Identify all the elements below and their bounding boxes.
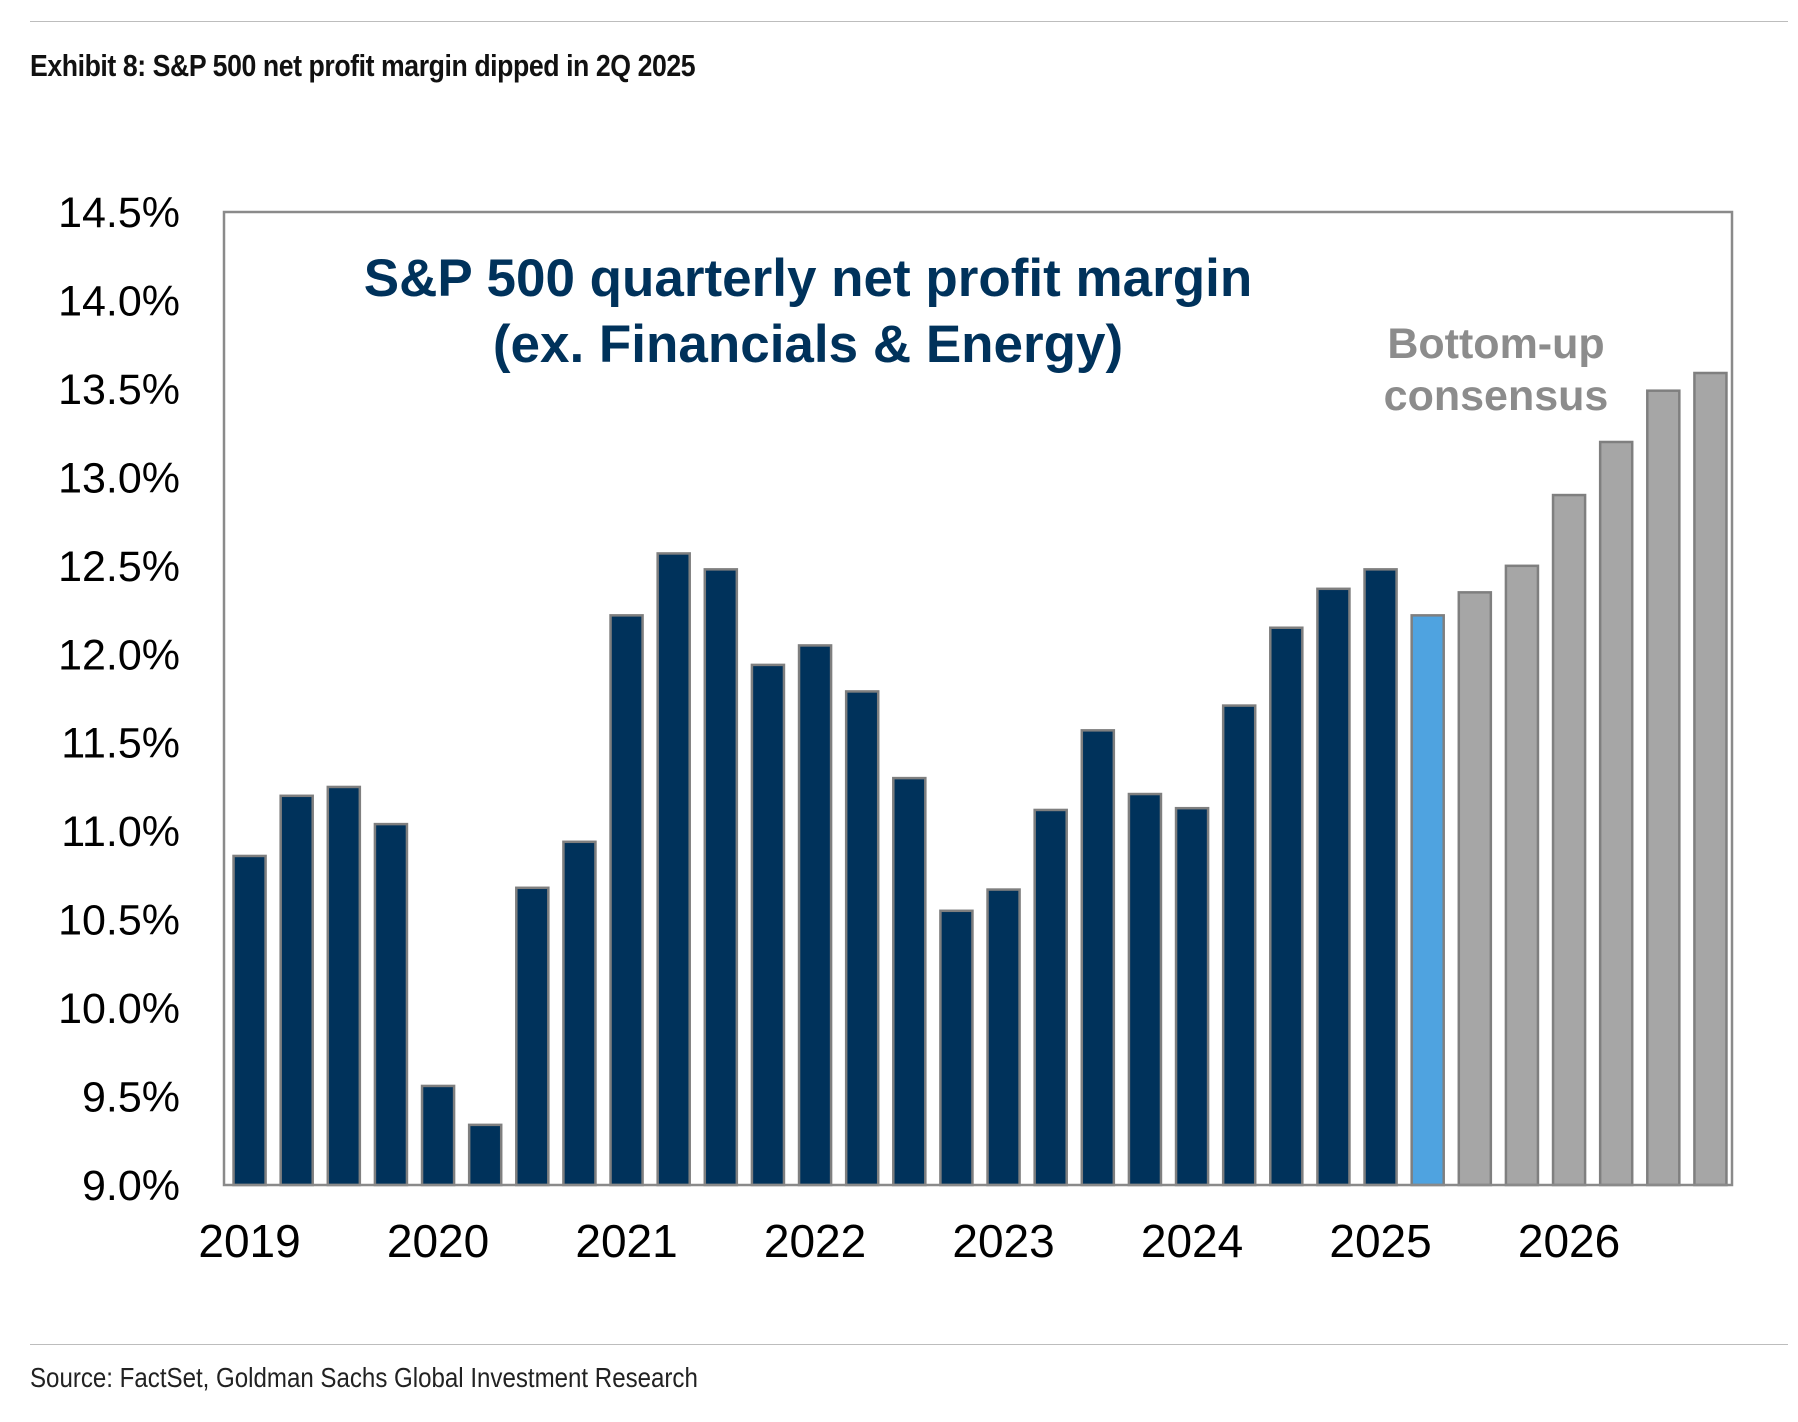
bar-4Q24 [1316,587,1351,1187]
x-axis: 2019 2020 2021 2022 2023 2024 2025 2026 [198,1215,1620,1267]
bar-3Q20 [515,886,550,1187]
top-rule [30,21,1788,22]
x-tick-label: 2026 [1518,1215,1620,1267]
bar-1Q21 [609,614,644,1187]
bar-2Q19 [279,794,314,1187]
exhibit-title: Exhibit 8: S&P 500 net profit margin dip… [30,48,696,83]
x-tick-label: 2022 [764,1215,866,1267]
bar-4Q20 [562,840,597,1187]
bar-3Q19 [326,785,362,1187]
bar-3Q26 [1646,389,1681,1187]
y-tick-label: 11.5% [61,720,180,768]
y-tick-label: 13.5% [58,366,180,414]
plot-frame [222,210,1734,1187]
bar-1Q25 [1363,568,1398,1187]
y-tick-label: 10.5% [58,897,180,945]
y-tick-label: 14.5% [58,189,180,237]
x-tick-label: 2024 [1141,1215,1243,1267]
bar-3Q25 [1457,591,1493,1187]
bars-group [232,371,1728,1187]
bottom-rule [30,1344,1788,1345]
y-tick-label: 11.0% [61,808,180,856]
bar-1Q23 [986,888,1021,1187]
bar-4Q25 [1504,564,1540,1187]
source-note: Source: FactSet, Goldman Sachs Global In… [30,1362,698,1393]
bar-1Q24 [1174,806,1210,1187]
bar-4Q26 [1693,371,1728,1187]
bar-2Q22 [844,690,880,1187]
x-tick-label: 2025 [1329,1215,1431,1267]
bar-1Q22 [797,644,833,1187]
bar-4Q19 [373,822,409,1187]
bar-3Q23 [1080,729,1116,1187]
bar-2Q23 [1033,808,1068,1187]
y-tick-label: 9.5% [82,1074,180,1122]
x-tick-label: 2021 [575,1215,677,1267]
consensus-annotation-line2: consensus [1384,372,1609,420]
bar-3Q24 [1269,626,1304,1187]
bar-2Q26 [1598,440,1634,1187]
bar-1Q20 [420,1084,456,1187]
bar-1Q26 [1551,493,1587,1187]
bar-3Q21 [703,568,739,1187]
chart-subtitle: (ex. Financials & Energy) [493,315,1123,374]
y-tick-label: 13.0% [58,454,180,502]
bar-4Q22 [939,909,974,1187]
x-tick-label: 2023 [952,1215,1054,1267]
y-tick-label: 9.0% [82,1162,180,1210]
x-tick-label: 2019 [198,1215,300,1267]
y-tick-label: 12.5% [58,543,180,591]
bar-2Q25 [1410,614,1445,1187]
consensus-annotation-line1: Bottom-up [1387,320,1604,368]
bar-4Q23 [1127,792,1163,1187]
bar-4Q21 [750,663,786,1187]
x-tick-label: 2020 [387,1215,489,1267]
bar-1Q19 [232,854,267,1187]
bar-2Q20 [467,1123,503,1187]
bar-2Q21 [656,552,691,1187]
bar-3Q22 [892,776,927,1187]
y-tick-label: 10.0% [58,985,180,1033]
y-tick-label: 12.0% [58,631,180,679]
y-axis: 9.0% 9.5% 10.0% 10.5% 11.0% 11.5% 12.0% 12.5% 13… [58,189,180,1210]
y-tick-label: 14.0% [58,277,180,325]
chart-title: S&P 500 quarterly net profit margin [364,249,1252,308]
bar-2Q24 [1221,704,1257,1187]
